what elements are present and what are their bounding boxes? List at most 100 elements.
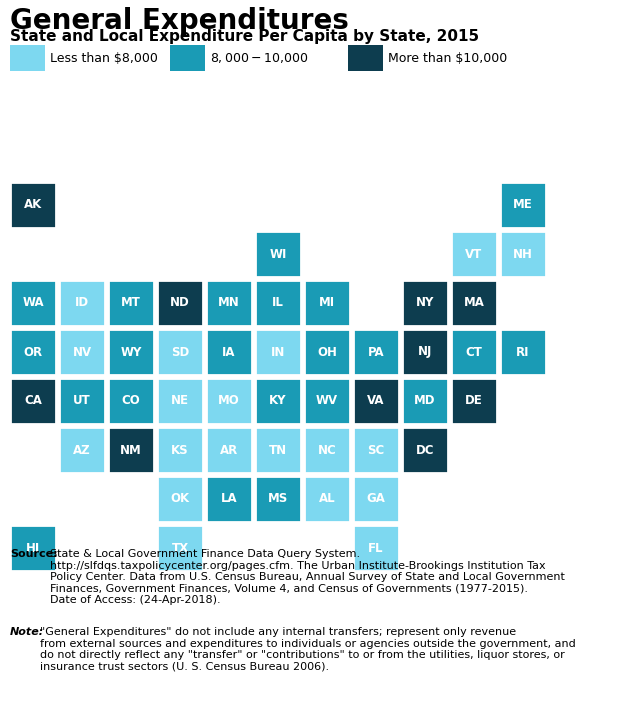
Text: WA: WA <box>22 297 44 310</box>
FancyBboxPatch shape <box>206 378 252 424</box>
Text: HI: HI <box>26 541 40 554</box>
Text: State & Local Government Finance Data Query System.
http://slfdqs.taxpolicycente: State & Local Government Finance Data Qu… <box>50 549 565 605</box>
FancyBboxPatch shape <box>353 525 399 571</box>
FancyBboxPatch shape <box>304 280 350 326</box>
Text: NV: NV <box>72 346 91 358</box>
FancyBboxPatch shape <box>304 476 350 522</box>
FancyBboxPatch shape <box>353 378 399 424</box>
FancyBboxPatch shape <box>157 427 203 473</box>
Text: LA: LA <box>221 493 237 505</box>
FancyBboxPatch shape <box>304 329 350 375</box>
FancyBboxPatch shape <box>10 378 56 424</box>
Text: AR: AR <box>220 444 238 457</box>
Text: ND: ND <box>170 297 190 310</box>
FancyBboxPatch shape <box>500 231 546 277</box>
FancyBboxPatch shape <box>451 231 497 277</box>
Text: MS: MS <box>268 493 288 505</box>
FancyBboxPatch shape <box>304 427 350 473</box>
FancyBboxPatch shape <box>10 280 56 326</box>
Text: TN: TN <box>269 444 287 457</box>
Text: KY: KY <box>269 394 287 407</box>
FancyBboxPatch shape <box>206 427 252 473</box>
FancyBboxPatch shape <box>402 280 448 326</box>
Text: CO: CO <box>122 394 140 407</box>
Text: WI: WI <box>269 247 287 260</box>
FancyBboxPatch shape <box>402 329 448 375</box>
FancyBboxPatch shape <box>402 427 448 473</box>
FancyBboxPatch shape <box>206 476 252 522</box>
FancyBboxPatch shape <box>451 378 497 424</box>
FancyBboxPatch shape <box>10 329 56 375</box>
Text: DE: DE <box>465 394 483 407</box>
FancyBboxPatch shape <box>451 280 497 326</box>
Text: WY: WY <box>121 346 142 358</box>
Text: RI: RI <box>516 346 530 358</box>
Text: SD: SD <box>171 346 189 358</box>
FancyBboxPatch shape <box>255 329 301 375</box>
FancyBboxPatch shape <box>353 427 399 473</box>
Text: Less than $8,000: Less than $8,000 <box>50 52 158 65</box>
FancyBboxPatch shape <box>10 45 45 71</box>
Text: IN: IN <box>271 346 285 358</box>
FancyBboxPatch shape <box>157 280 203 326</box>
FancyBboxPatch shape <box>255 378 301 424</box>
FancyBboxPatch shape <box>59 280 105 326</box>
Text: NE: NE <box>171 394 189 407</box>
FancyBboxPatch shape <box>255 231 301 277</box>
Text: MO: MO <box>218 394 240 407</box>
Text: MT: MT <box>121 297 141 310</box>
FancyBboxPatch shape <box>157 476 203 522</box>
Text: OR: OR <box>23 346 43 358</box>
FancyBboxPatch shape <box>157 525 203 571</box>
Text: MD: MD <box>414 394 436 407</box>
Text: ID: ID <box>75 297 89 310</box>
Text: WV: WV <box>316 394 338 407</box>
FancyBboxPatch shape <box>255 280 301 326</box>
FancyBboxPatch shape <box>108 427 154 473</box>
FancyBboxPatch shape <box>206 329 252 375</box>
Text: "General Expenditures" do not include any internal transfers; represent only rev: "General Expenditures" do not include an… <box>40 627 576 672</box>
Text: GA: GA <box>366 493 386 505</box>
FancyBboxPatch shape <box>451 329 497 375</box>
Text: NH: NH <box>513 247 533 260</box>
FancyBboxPatch shape <box>108 378 154 424</box>
FancyBboxPatch shape <box>170 45 205 71</box>
FancyBboxPatch shape <box>353 329 399 375</box>
Text: DC: DC <box>416 444 434 457</box>
Text: MI: MI <box>319 297 335 310</box>
FancyBboxPatch shape <box>206 280 252 326</box>
Text: AZ: AZ <box>73 444 91 457</box>
FancyBboxPatch shape <box>402 378 448 424</box>
Text: MA: MA <box>464 297 485 310</box>
FancyBboxPatch shape <box>353 476 399 522</box>
Text: SC: SC <box>367 444 384 457</box>
FancyBboxPatch shape <box>108 329 154 375</box>
Text: TX: TX <box>171 541 188 554</box>
FancyBboxPatch shape <box>348 45 383 71</box>
Text: KS: KS <box>171 444 189 457</box>
FancyBboxPatch shape <box>500 182 546 228</box>
FancyBboxPatch shape <box>10 182 56 228</box>
Text: General Expenditures: General Expenditures <box>10 7 349 35</box>
FancyBboxPatch shape <box>108 280 154 326</box>
FancyBboxPatch shape <box>59 427 105 473</box>
FancyBboxPatch shape <box>59 378 105 424</box>
Text: CA: CA <box>24 394 42 407</box>
Text: OK: OK <box>171 493 190 505</box>
Text: IA: IA <box>222 346 235 358</box>
FancyBboxPatch shape <box>255 476 301 522</box>
FancyBboxPatch shape <box>255 427 301 473</box>
Text: CT: CT <box>465 346 483 358</box>
FancyBboxPatch shape <box>304 378 350 424</box>
Text: MN: MN <box>218 297 240 310</box>
FancyBboxPatch shape <box>500 329 546 375</box>
Text: AL: AL <box>319 493 336 505</box>
Text: NM: NM <box>120 444 142 457</box>
Text: VT: VT <box>465 247 483 260</box>
Text: NY: NY <box>416 297 434 310</box>
Text: NC: NC <box>318 444 336 457</box>
Text: IL: IL <box>272 297 284 310</box>
Text: Note:: Note: <box>10 627 44 637</box>
Text: AK: AK <box>24 199 42 212</box>
Text: PA: PA <box>368 346 384 358</box>
